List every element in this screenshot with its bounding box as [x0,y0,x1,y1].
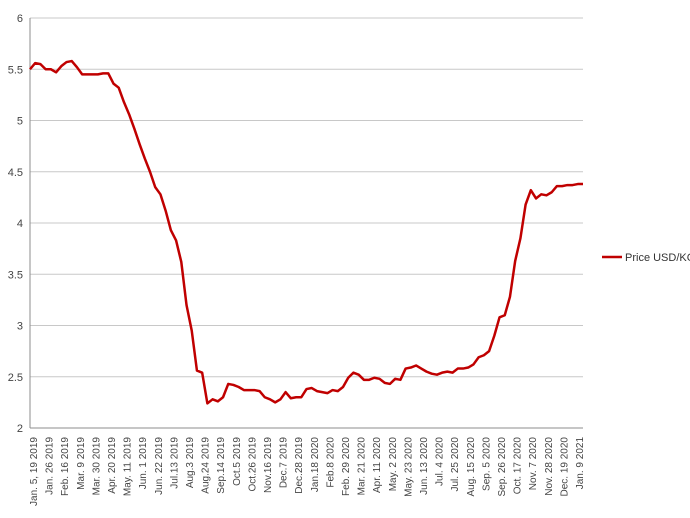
x-tick-label: Dec.28 2019 [294,437,305,494]
x-tick-label: Feb. 29 2020 [341,437,352,496]
x-tick-label: May. 2 2020 [388,437,399,492]
y-tick-label: 5.5 [8,64,23,76]
y-tick-label: 3.5 [8,269,23,281]
x-tick-label: Mar. 30 2019 [91,437,102,496]
x-tick-label: Dec.7 2019 [279,437,290,489]
x-tick-label: Sep. 5 2020 [481,437,492,491]
y-tick-label: 4.5 [8,167,23,179]
legend: Price USD/KG [602,252,690,264]
x-tick-label: Feb.8 2020 [325,437,336,488]
x-tick-label: Sep. 26 2020 [497,437,508,497]
x-tick-label: Apr. 20 2019 [107,437,118,494]
x-tick-label: Jul. 4 2020 [435,437,446,486]
x-tick-label: Jun. 13 2020 [419,437,430,495]
x-tick-label: May. 11 2019 [123,437,134,497]
y-tick-label: 2.5 [8,372,23,384]
y-tick-label: 4 [17,218,23,230]
x-tick-label: Apr. 11 2020 [372,437,383,493]
y-tick-label: 3 [17,321,23,333]
x-tick-label: Oct. 17 2020 [513,437,524,495]
x-tick-label: Mar. 9 2019 [76,437,87,490]
x-tick-label: Aug.24 2019 [201,437,212,494]
y-axis: 2 2.5 3 3.5 4 4.5 5 5.5 6 [8,13,31,435]
x-tick-label: Feb. 16 2019 [60,437,71,496]
x-tick-label: Dec. 19 2020 [559,437,570,497]
x-tick-label: Jan.18 2020 [310,437,321,492]
gridlines [30,17,583,378]
x-tick-label: Oct.26 2019 [247,437,258,492]
x-tick-label: Aug.3 2019 [185,437,196,489]
y-tick-label: 5 [17,116,23,128]
legend-label: Price USD/KG [625,252,690,264]
x-tick-label: Jun. 1 2019 [138,437,149,490]
x-tick-label: Jun. 22 2019 [154,437,165,495]
x-tick-label: Aug. 15 2020 [466,437,477,497]
x-tick-label: Sep.14 2019 [216,437,227,494]
x-tick-label: Nov. 7 2020 [528,437,539,491]
x-tick-label: May. 23 2020 [403,437,414,497]
x-tick-label: Nov.16 2019 [263,437,274,493]
x-tick-label: Jan. 9 2021 [575,437,586,490]
y-tick-label: 2 [17,423,23,435]
x-tick-label: Jan. 5, 19 2019 [29,437,40,506]
y-tick-label: 6 [17,13,23,25]
x-tick-label: Mar. 21 2020 [357,437,368,496]
x-tick-label: Oct.5 2019 [232,437,243,486]
series-layer [29,59,583,405]
x-tick-label: Jul. 25 2020 [450,437,461,492]
series-line-price [29,59,583,405]
x-axis: Jan. 5, 19 2019 Jan. 26 2019 Feb. 16 2019 M… [29,427,586,506]
x-tick-label: Jul.13 2019 [169,437,180,489]
x-tick-label: Jan. 26 2019 [45,437,56,495]
x-tick-label: Nov. 28 2020 [544,437,555,496]
